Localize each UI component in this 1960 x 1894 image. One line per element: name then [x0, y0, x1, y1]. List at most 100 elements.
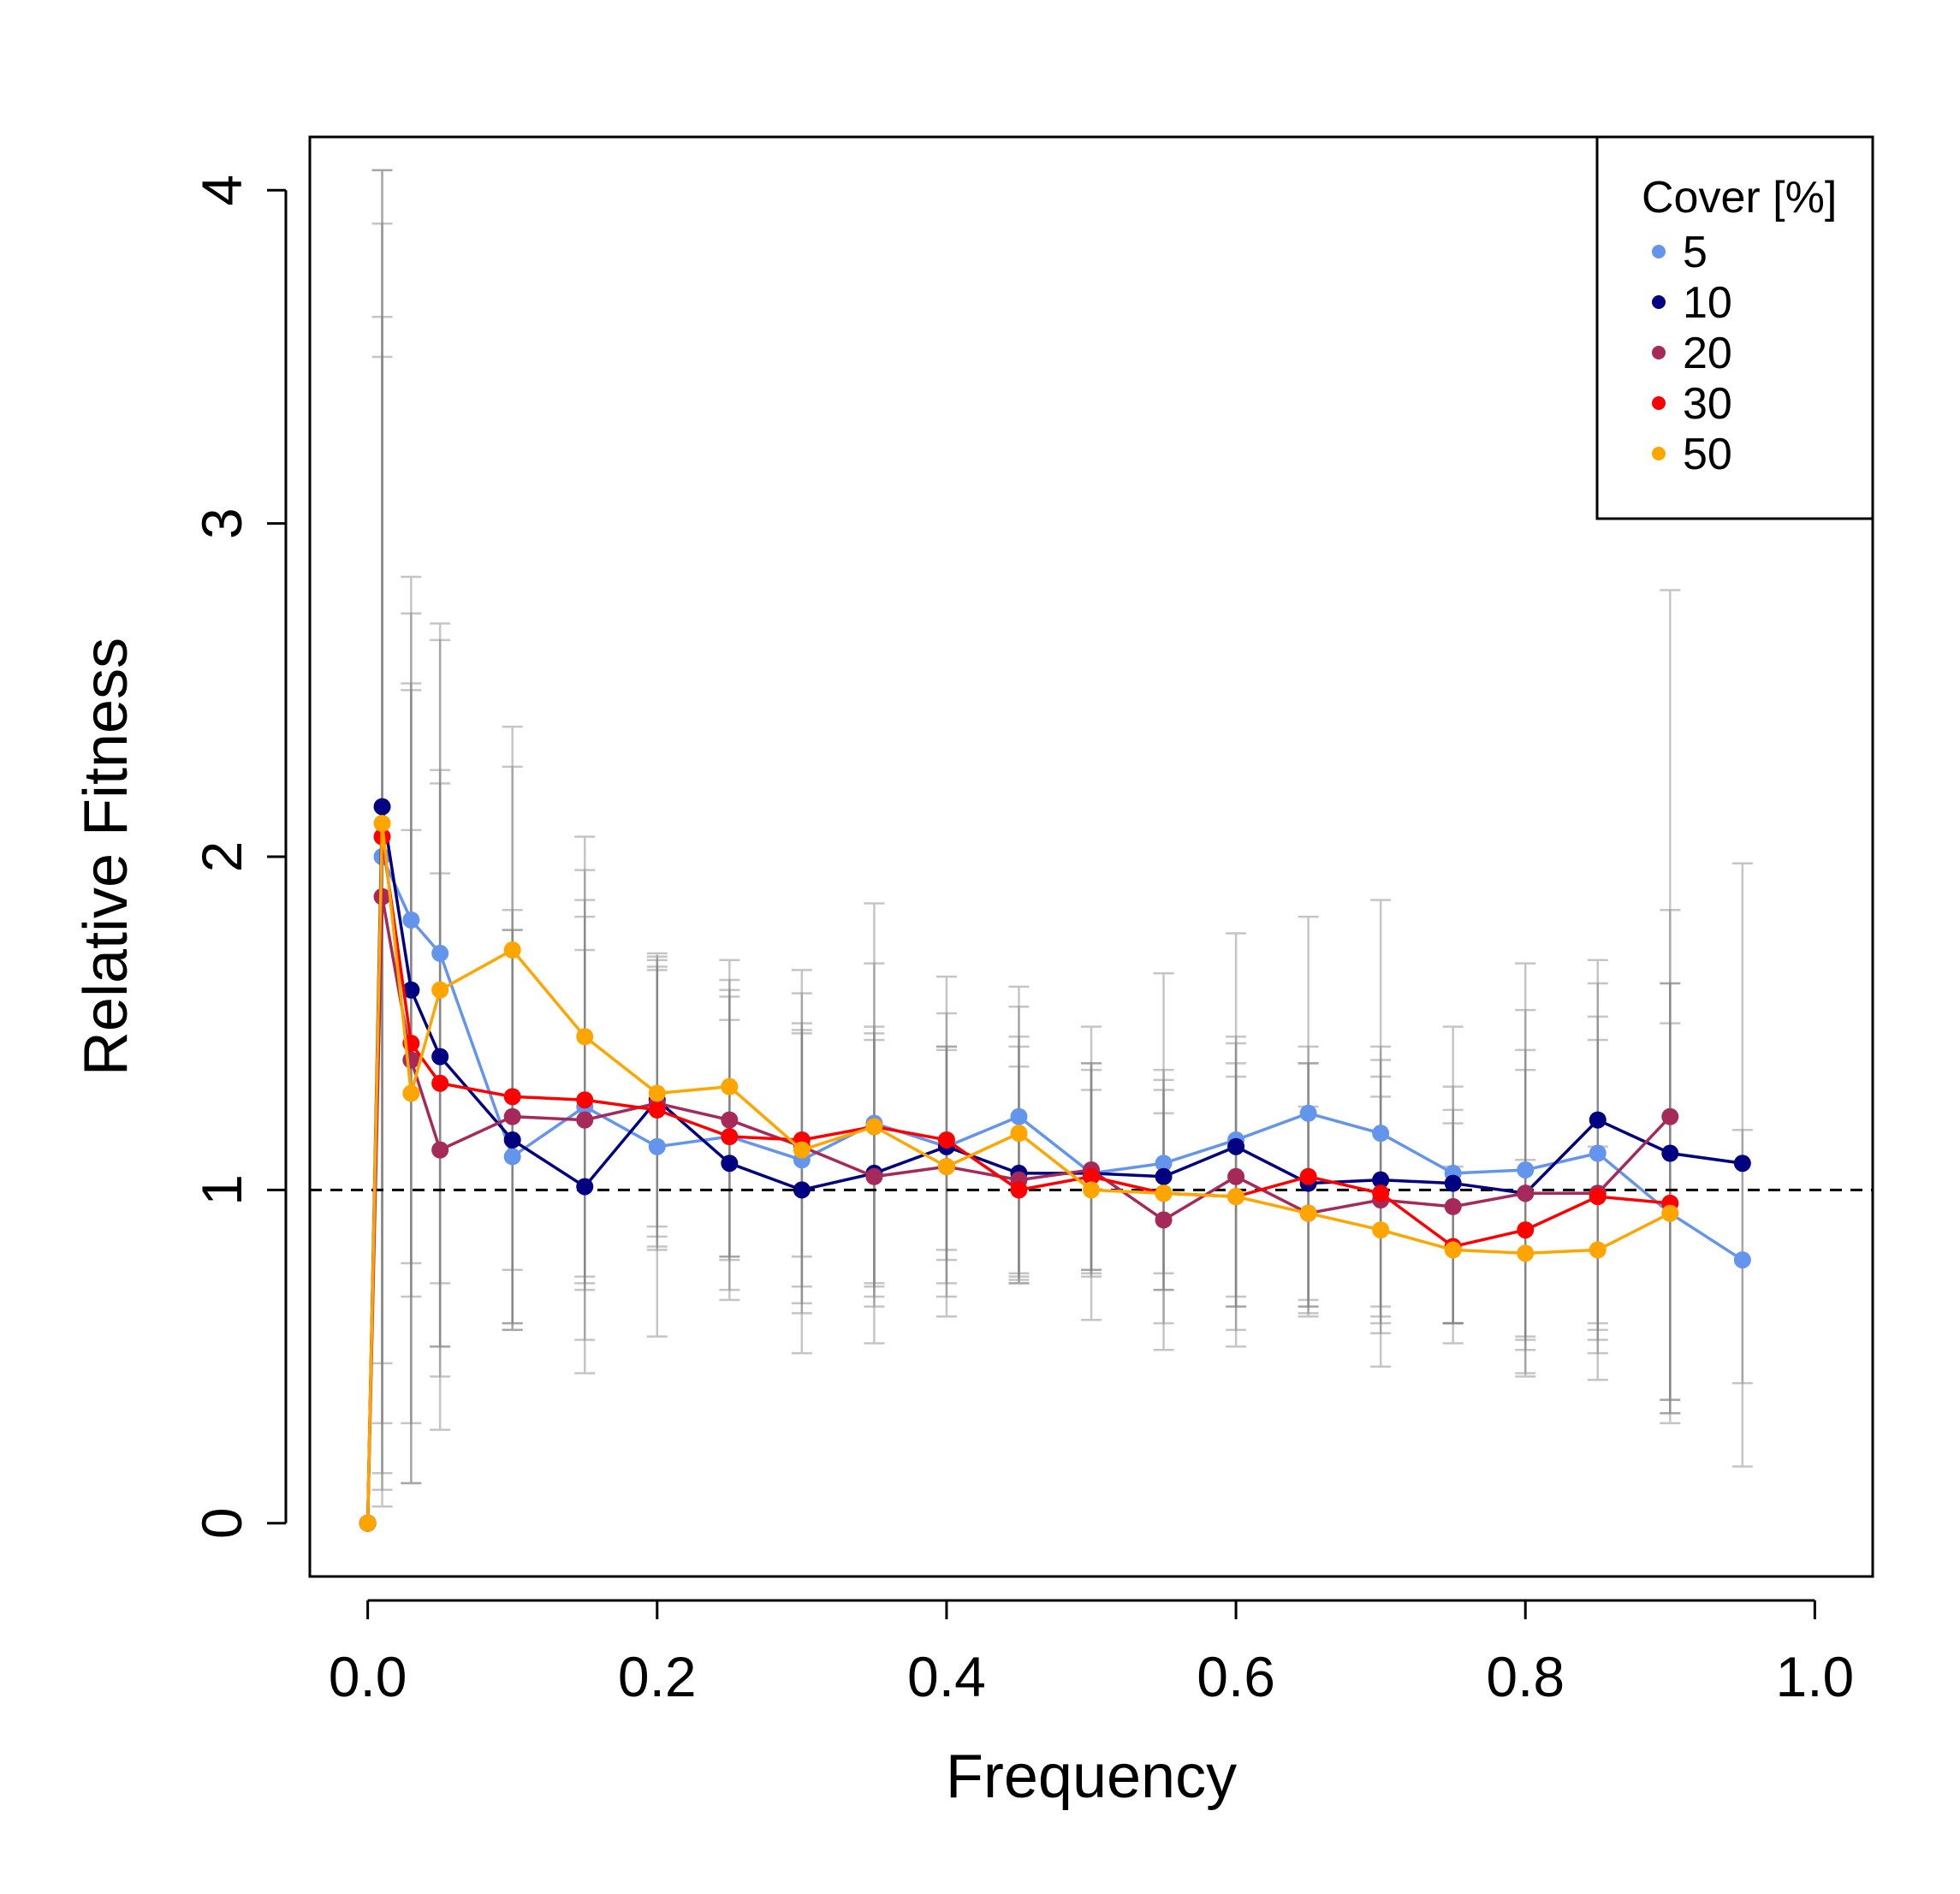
- data-point: [648, 1084, 666, 1102]
- data-point: [503, 1088, 521, 1106]
- legend-label: 5: [1683, 228, 1708, 277]
- error-bar: [1442, 1108, 1464, 1325]
- data-point: [1372, 1184, 1390, 1202]
- data-point: [1010, 1107, 1028, 1125]
- data-point: [648, 1101, 666, 1119]
- data-point: [1372, 1171, 1390, 1189]
- error-bar: [1442, 1122, 1464, 1325]
- error-bar: [864, 1038, 885, 1285]
- data-point: [1661, 1107, 1679, 1125]
- data-point: [431, 981, 449, 999]
- series-line: [365, 806, 1743, 1523]
- series-line: [365, 856, 1743, 1523]
- data-point: [503, 1107, 521, 1125]
- data-point: [1517, 1221, 1535, 1239]
- data-point: [1589, 1188, 1607, 1206]
- data-point: [1589, 1111, 1607, 1129]
- data-point: [1444, 1197, 1462, 1215]
- legend-item: 5: [1652, 228, 1708, 277]
- error-bar: [502, 929, 523, 1325]
- legend-swatch: [1652, 295, 1666, 309]
- data-point: [1010, 1181, 1028, 1199]
- data-point: [865, 1167, 883, 1185]
- legend-label: 50: [1683, 430, 1732, 479]
- data-point: [373, 798, 391, 816]
- data-point: [373, 815, 391, 833]
- data-point: [1155, 1184, 1173, 1202]
- x-axis-title: Frequency: [946, 1743, 1237, 1811]
- error-bar: [1008, 1005, 1030, 1285]
- data-point: [648, 1137, 666, 1155]
- legend-title: Cover [%]: [1642, 173, 1837, 223]
- error-bar: [574, 899, 596, 1278]
- data-point: [1083, 1181, 1100, 1199]
- data-point: [793, 1141, 811, 1159]
- series-50: [359, 815, 1679, 1532]
- data-point: [1517, 1244, 1535, 1262]
- legend-item: 20: [1652, 329, 1732, 378]
- y-tick-label: 1: [190, 1174, 253, 1206]
- legend-item: 10: [1652, 278, 1732, 328]
- error-bar: [430, 622, 451, 1431]
- data-point: [721, 1128, 739, 1146]
- data-point: [1661, 1144, 1679, 1162]
- data-point: [503, 1131, 521, 1149]
- data-point: [431, 1141, 449, 1159]
- y-axis-title: Relative Fitness: [72, 638, 140, 1076]
- x-tick-label: 0.0: [329, 1645, 407, 1708]
- x-axis: 0.0 0.2 0.4 0.6 0.8 1.0: [329, 1599, 1854, 1708]
- data-point: [1444, 1174, 1462, 1192]
- data-point: [793, 1181, 811, 1199]
- legend-swatch: [1652, 396, 1666, 410]
- y-tick-label: 4: [190, 175, 253, 206]
- error-bar: [401, 682, 422, 1265]
- data-point: [1733, 1155, 1751, 1173]
- error-bar: [864, 1025, 885, 1288]
- data-point: [576, 1111, 594, 1129]
- data-point: [721, 1078, 739, 1095]
- data-point: [576, 1091, 594, 1109]
- data-point: [1517, 1161, 1535, 1179]
- data-point: [402, 911, 420, 929]
- data-point: [503, 1148, 521, 1166]
- data-point: [1010, 1125, 1028, 1143]
- error-bar: [502, 725, 523, 1332]
- data-point: [1372, 1221, 1390, 1239]
- data-point: [431, 1048, 449, 1066]
- data-point: [1517, 1184, 1535, 1202]
- legend-swatch: [1652, 346, 1666, 359]
- error-bar: [1587, 959, 1608, 1381]
- error-bar: [401, 575, 422, 1485]
- error-bar: [1226, 1036, 1247, 1298]
- data-point: [1444, 1241, 1462, 1259]
- data-point: [1227, 1188, 1245, 1206]
- legend-label: 10: [1683, 278, 1732, 328]
- data-point: [503, 941, 521, 959]
- data-point: [431, 944, 449, 962]
- x-tick-label: 0.6: [1197, 1645, 1275, 1708]
- legend-item: 30: [1652, 379, 1732, 429]
- data-point: [1299, 1104, 1317, 1122]
- data-point: [576, 1178, 594, 1196]
- error-bar: [502, 765, 523, 1332]
- x-tick-label: 1.0: [1775, 1645, 1854, 1708]
- data-point: [1155, 1211, 1173, 1229]
- data-point: [1733, 1251, 1751, 1269]
- data-point: [1155, 1155, 1173, 1173]
- error-bar: [1008, 1036, 1030, 1281]
- data-point: [402, 1084, 420, 1102]
- error-bar: [401, 828, 422, 1485]
- data-point: [721, 1111, 739, 1129]
- data-point: [1372, 1125, 1390, 1143]
- data-point: [1155, 1167, 1173, 1185]
- error-bar: [1587, 1015, 1608, 1332]
- data-point: [1227, 1167, 1245, 1185]
- data-point: [1299, 1167, 1317, 1185]
- y-tick-label: 2: [190, 841, 253, 873]
- data-point: [937, 1158, 955, 1176]
- error-bar: [430, 782, 451, 1285]
- data-point: [576, 1028, 594, 1046]
- legend-box: [1595, 135, 1874, 520]
- legend-swatch: [1652, 245, 1666, 258]
